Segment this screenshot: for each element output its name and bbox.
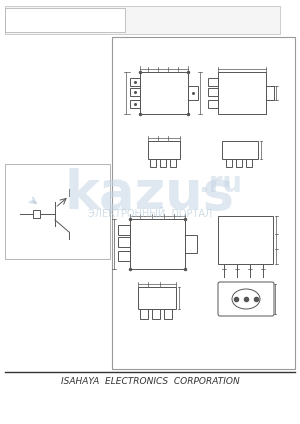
Text: .ru: .ru [198,170,242,198]
Bar [218,72,266,114]
Bar [208,78,218,86]
Bar [246,159,252,167]
Bar [226,159,232,167]
Bar [140,72,188,114]
Bar [148,141,180,159]
Bar [222,141,258,159]
Bar [152,309,160,319]
FancyBboxPatch shape [218,282,274,316]
Bar [5,6,280,34]
Bar [164,309,172,319]
Bar [5,8,125,32]
Bar [118,225,130,235]
Bar [170,159,176,167]
Bar [118,251,130,261]
Bar [236,159,242,167]
Bar [118,237,130,247]
Bar [160,159,166,167]
Bar [112,37,295,369]
Bar [130,100,140,108]
Bar [150,159,156,167]
Text: kazus: kazus [65,168,235,220]
Bar [138,287,176,309]
Bar [140,309,148,319]
Bar [185,235,197,253]
Bar [208,100,218,108]
Text: ЭЛЕКТРОННЫЙ  ПОРТАЛ: ЭЛЕКТРОННЫЙ ПОРТАЛ [88,209,212,219]
Bar [218,216,273,264]
Bar [208,88,218,96]
Bar [130,219,185,269]
Text: ISAHAYA  ELECTRONICS  CORPORATION: ISAHAYA ELECTRONICS CORPORATION [61,377,239,387]
Bar [188,86,198,100]
Bar [5,164,110,259]
Ellipse shape [232,289,260,309]
Bar [130,88,140,96]
Bar [33,210,40,218]
Bar [130,78,140,86]
Bar [266,86,274,100]
